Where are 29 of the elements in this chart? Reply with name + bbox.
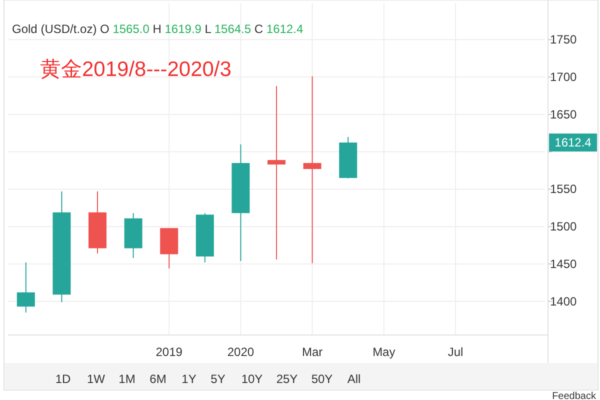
x-tick-label: May bbox=[372, 345, 396, 359]
text: All bbox=[347, 372, 361, 386]
text: Feedback bbox=[552, 391, 597, 400]
y-tick-label: 1550 bbox=[550, 182, 578, 196]
text: 6M bbox=[150, 372, 166, 386]
y-tick-label: 1450 bbox=[550, 256, 578, 271]
y-tick-label: 1700 bbox=[550, 70, 578, 84]
x-tick-label: Mar bbox=[302, 345, 323, 359]
text: 1612.4 bbox=[554, 136, 592, 150]
text: 5Y bbox=[210, 372, 226, 386]
y-tick-label: 1400 bbox=[550, 294, 578, 308]
y-tick-label: 1500 bbox=[550, 220, 578, 234]
y-tick-label: 1650 bbox=[550, 107, 578, 122]
text: 黄金2019/8---2020/3 bbox=[40, 58, 232, 81]
x-tick-label: 2019 bbox=[156, 345, 183, 359]
y-tick-label: 1750 bbox=[550, 32, 578, 47]
annotation: 1612.4 bbox=[263, 22, 304, 36]
text: 1D bbox=[55, 372, 71, 386]
text: 50Y bbox=[311, 372, 333, 386]
candlestick bbox=[268, 86, 286, 260]
x-tick-label: 2020 bbox=[227, 345, 254, 359]
text: 1M bbox=[118, 372, 136, 386]
x-tick-label: Jul bbox=[448, 345, 464, 359]
text: 1W bbox=[87, 372, 106, 386]
text: 1Y bbox=[182, 372, 196, 386]
candlestick bbox=[16, 262, 35, 314]
text: Gold (USD/t.oz) O 1565.0 H 1619.9 L 1564.5 C bbox=[12, 22, 264, 36]
text: 25Y bbox=[276, 372, 298, 386]
text: 10Y bbox=[241, 372, 263, 386]
